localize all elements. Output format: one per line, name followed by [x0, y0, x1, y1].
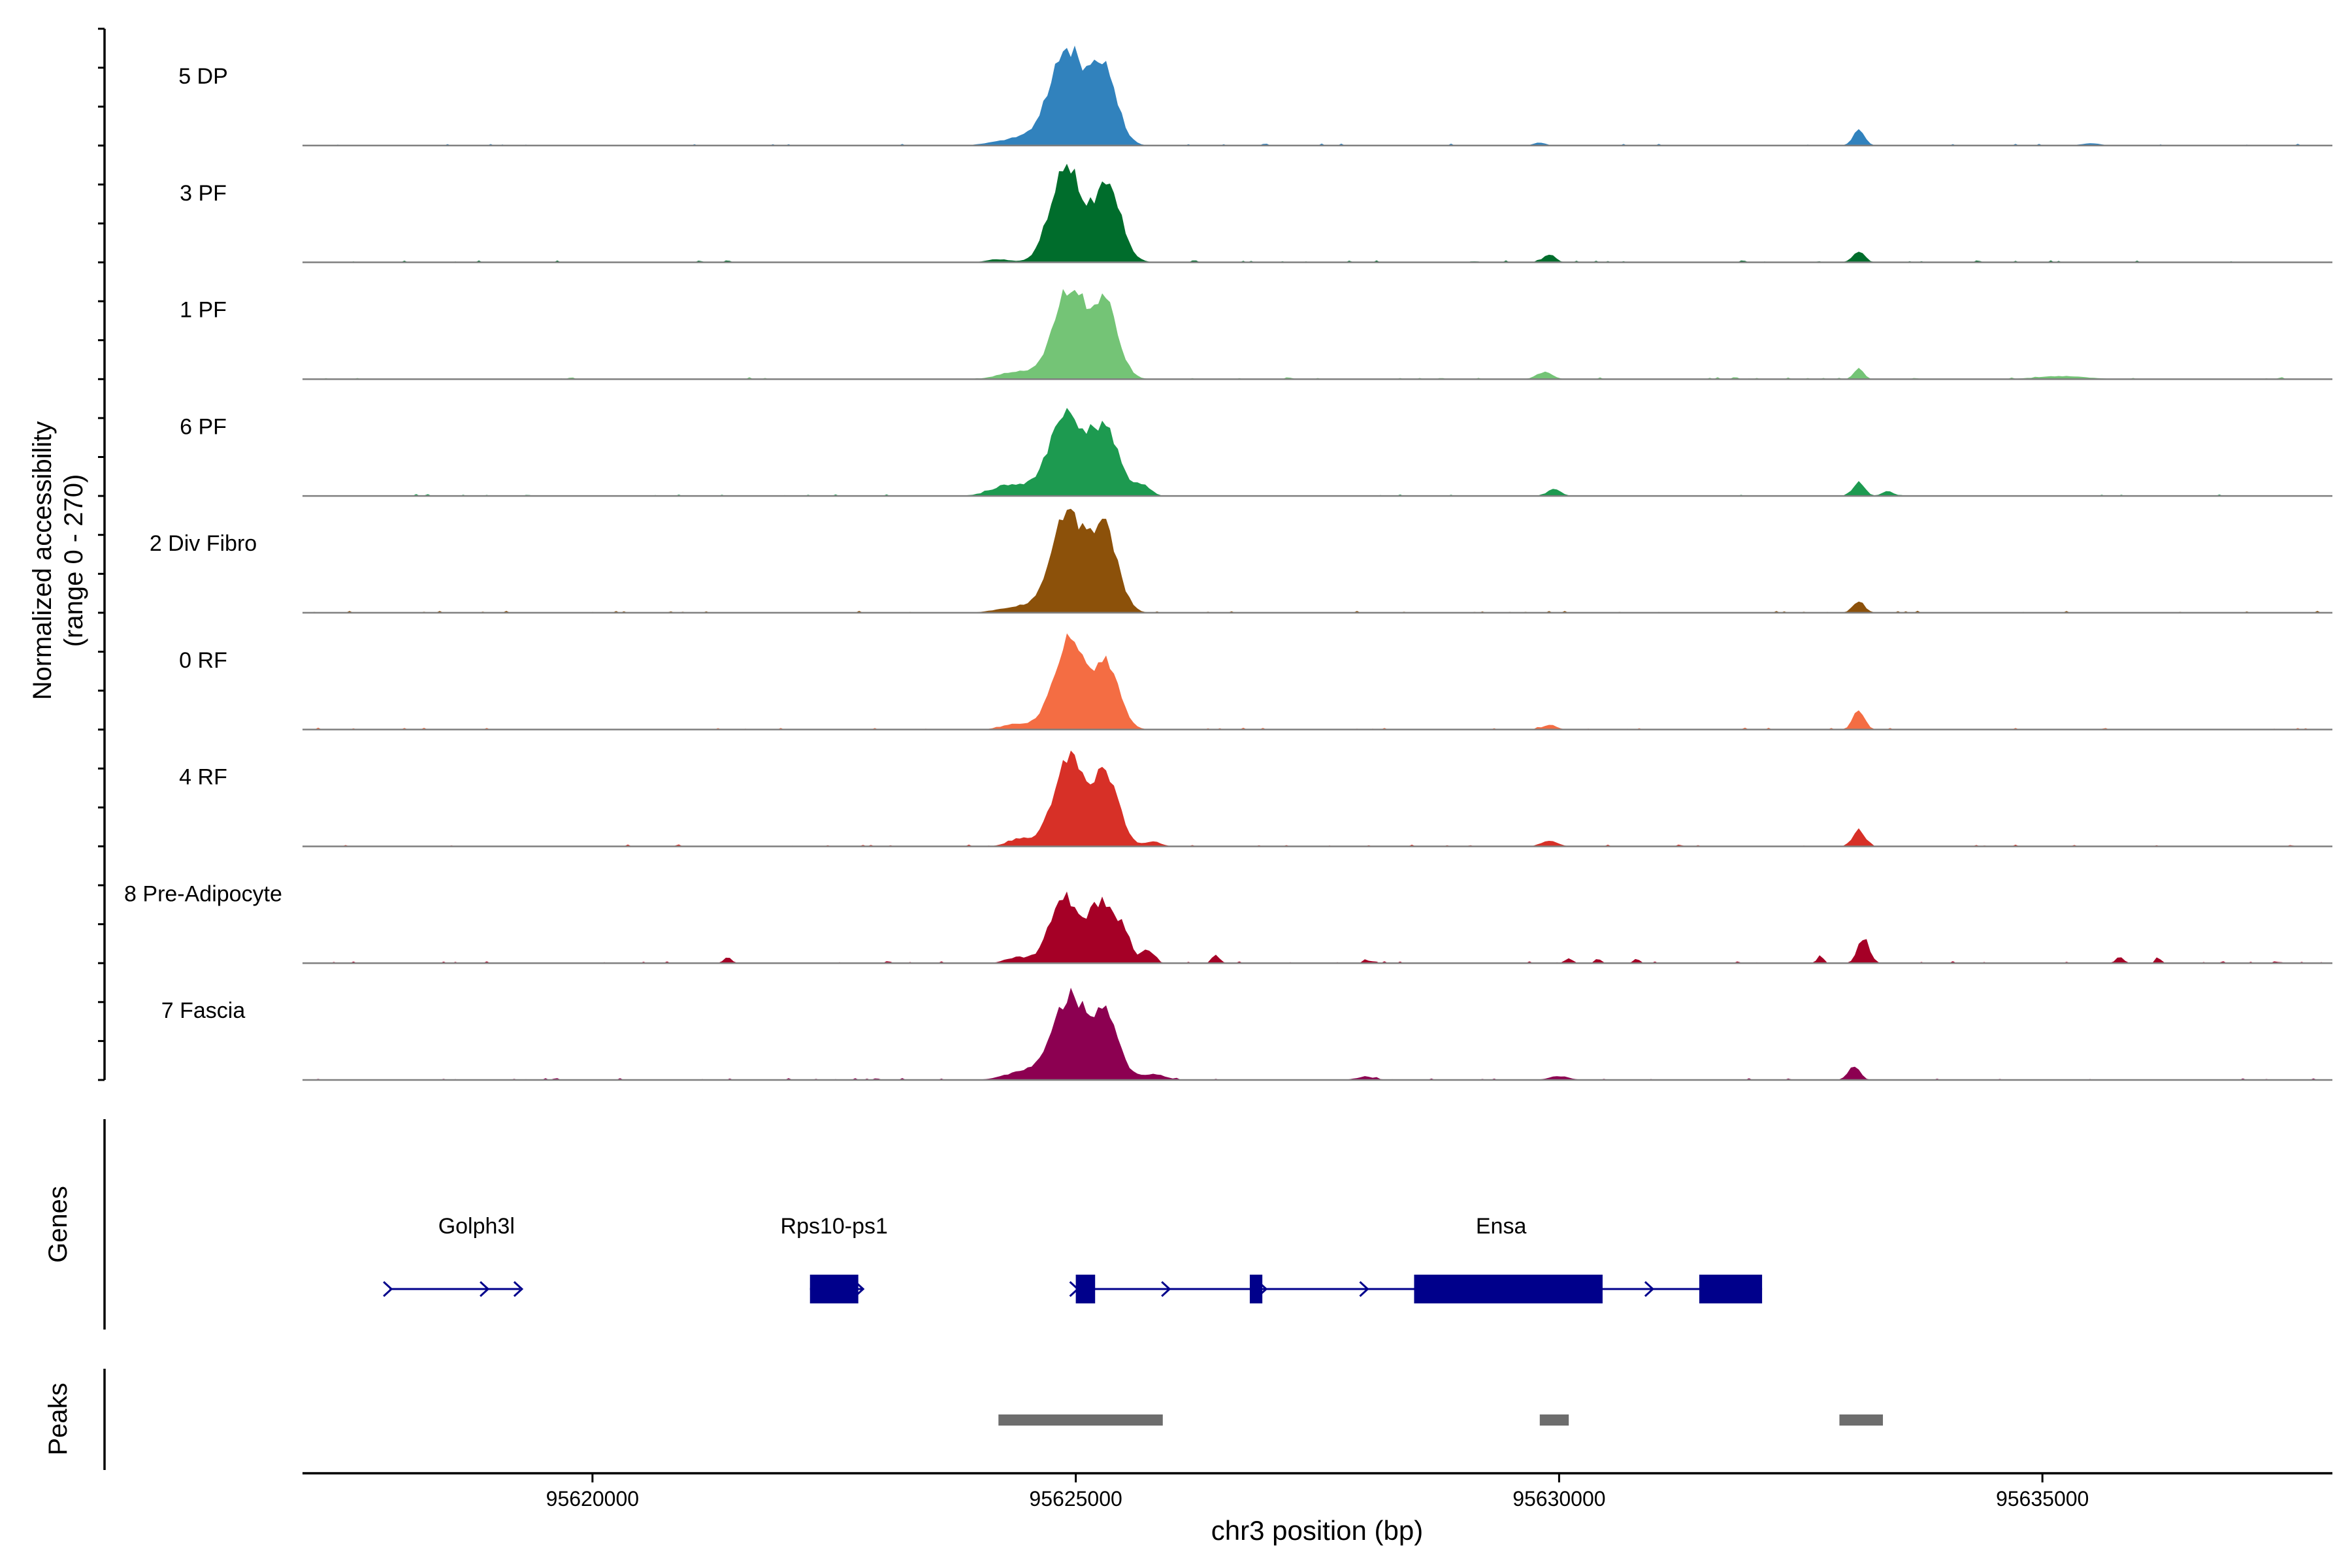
coverage-area-6-pf	[302, 408, 2332, 497]
x-axis-ticks: 95620000 95625000 95630000 95635000	[546, 1473, 2089, 1511]
gene-label: Rps10-ps1	[781, 1214, 888, 1239]
coverage-area-8-pre-adipocyte	[302, 891, 2332, 964]
coverage-area-1-pf	[302, 289, 2332, 380]
coverage-area-0-rf	[302, 633, 2332, 730]
strand-arrow-icon	[1069, 1281, 1079, 1298]
strand-arrow-icon	[1359, 1281, 1369, 1298]
track-label-3-pf: 3 PF	[180, 181, 227, 206]
x-tick-label: 95630000	[1512, 1487, 1605, 1511]
track-7-fascia: 7 Fascia	[161, 987, 2332, 1081]
coverage-y-ticks	[98, 27, 105, 1081]
gene-exon	[1249, 1275, 1263, 1303]
coverage-area-5-dp	[302, 45, 2332, 146]
x-tick-label: 95635000	[1996, 1487, 2089, 1511]
strand-arrow-icon	[1644, 1281, 1655, 1298]
track-label-2-div-fibro: 2 Div Fibro	[150, 531, 257, 556]
track-5-dp: 5 DP	[178, 45, 2332, 147]
coverage-area-3-pf	[302, 163, 2332, 263]
gene-rps10-ps1: Rps10-ps1	[781, 1214, 888, 1303]
track-label-8-pre-adipocyte: 8 Pre-Adipocyte	[124, 881, 282, 906]
gene-exon	[809, 1275, 858, 1303]
x-axis-label: chr3 position (bp)	[1211, 1515, 1424, 1546]
strand-arrow-icon	[1258, 1281, 1268, 1298]
coverage-area-2-div-fibro	[302, 508, 2332, 613]
peaks-track	[998, 1414, 1884, 1426]
track-2-div-fibro: 2 Div Fibro	[150, 508, 2332, 614]
y-axis-range-label: (range 0 - 270)	[59, 474, 88, 647]
strand-arrow-icon	[855, 1281, 865, 1298]
gene-label: Golph3l	[438, 1214, 515, 1239]
coverage-area-7-fascia	[302, 987, 2332, 1080]
gene-golph3l: Golph3l	[383, 1214, 524, 1298]
track-label-0-rf: 0 RF	[179, 648, 227, 673]
coverage-area-4-rf	[302, 750, 2332, 847]
track-8-pre-adipocyte: 8 Pre-Adipocyte	[124, 881, 2332, 964]
peaks-track-label: Peaks	[44, 1382, 73, 1455]
genes-track: Golph3l Rps10-ps1 Ensa	[383, 1214, 1763, 1303]
track-3-pf: 3 PF	[180, 163, 2332, 263]
x-tick-label: 95625000	[1029, 1487, 1122, 1511]
peak-region	[1539, 1414, 1569, 1426]
track-label-4-rf: 4 RF	[179, 765, 227, 790]
gene-exon	[1699, 1275, 1763, 1303]
strand-arrow-icon	[1161, 1281, 1171, 1298]
strand-arrow-icon	[513, 1281, 524, 1298]
track-4-rf: 4 RF	[179, 750, 2332, 847]
track-label-6-pf: 6 PF	[180, 414, 227, 439]
coverage-tracks: 5 DP 3 PF 1 PF 6 PF 2 Div Fibro 0 RF 4 RF 8 Pre…	[124, 45, 2332, 1081]
genes-track-label: Genes	[44, 1186, 73, 1263]
track-label-5-dp: 5 DP	[178, 64, 228, 89]
track-6-pf: 6 PF	[180, 408, 2332, 497]
gene-ensa: Ensa	[1069, 1214, 1763, 1303]
peak-region	[1839, 1414, 1884, 1426]
track-1-pf: 1 PF	[180, 289, 2332, 380]
gene-label: Ensa	[1476, 1214, 1527, 1239]
strand-arrow-icon	[383, 1281, 393, 1298]
strand-arrow-icon	[480, 1281, 490, 1298]
track-label-7-fascia: 7 Fascia	[161, 998, 246, 1023]
track-label-1-pf: 1 PF	[180, 298, 227, 323]
x-tick-label: 95620000	[546, 1487, 639, 1511]
gene-exon	[1414, 1275, 1603, 1303]
y-axis-label: Normalized accessibility	[28, 421, 57, 700]
peak-region	[998, 1414, 1163, 1426]
track-0-rf: 0 RF	[179, 633, 2332, 730]
